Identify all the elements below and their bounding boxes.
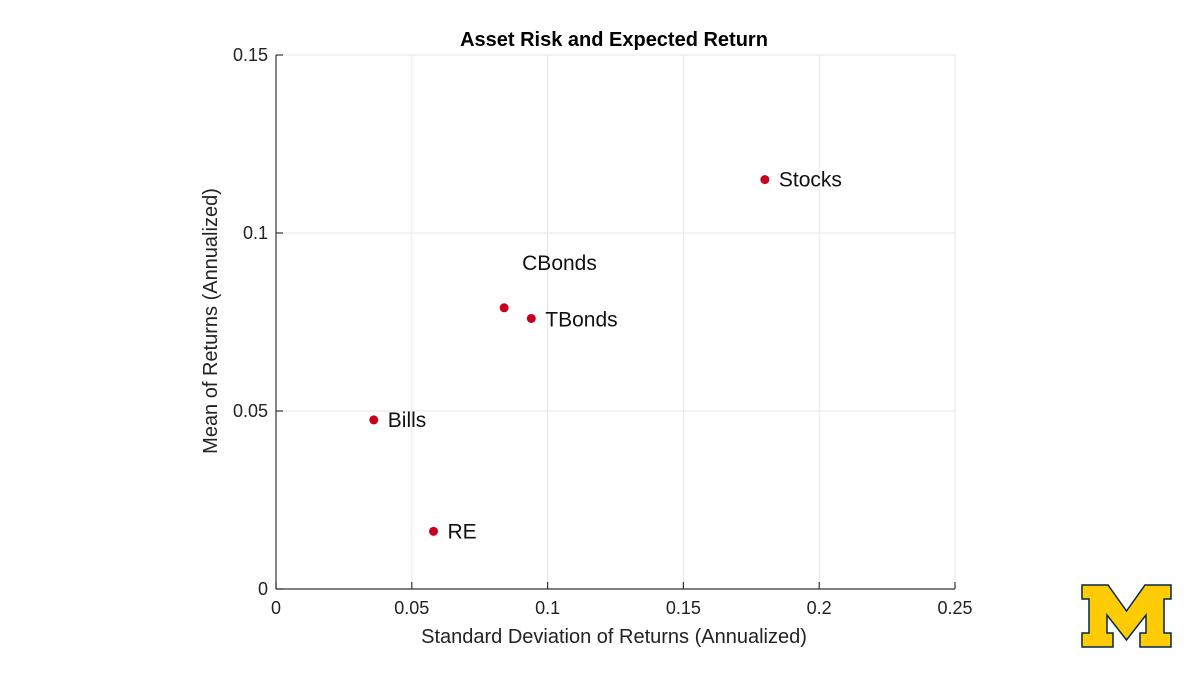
data-point-cbonds — [499, 303, 509, 313]
block-m-logo — [1081, 584, 1172, 648]
block-m-shape — [1081, 584, 1172, 648]
point-label-re: RE — [448, 520, 477, 543]
y-tick-label: 0 — [258, 579, 268, 599]
data-point-bills — [369, 415, 379, 425]
x-tick-label: 0.25 — [937, 598, 972, 618]
data-point-re — [429, 526, 439, 536]
axes — [275, 54, 956, 590]
point-label-tbonds: TBonds — [545, 308, 617, 331]
y-tick-label: 0.1 — [243, 223, 268, 243]
x-tick-label: 0.15 — [666, 598, 701, 618]
x-tick-label: 0 — [271, 598, 281, 618]
chart-title: Asset Risk and Expected Return — [460, 29, 768, 51]
x-tick-label: 0.1 — [535, 598, 560, 618]
point-label-stocks: Stocks — [779, 169, 842, 192]
point-label-bills: Bills — [388, 409, 427, 432]
x-tick-label: 0.05 — [394, 598, 429, 618]
grid-lines — [276, 54, 956, 589]
data-points: Stocks CBonds TBonds Bills RE — [369, 169, 842, 543]
point-label-cbonds: CBonds — [522, 252, 597, 275]
x-axis-label: Standard Deviation of Returns (Annualize… — [421, 626, 807, 648]
y-tick-label: 0.15 — [233, 45, 268, 65]
data-point-tbonds — [526, 313, 536, 323]
x-tick-label: 0.2 — [807, 598, 832, 618]
tick-labels: 0 0.05 0.1 0.15 0.2 0.25 0 0.05 0.1 0.15 — [233, 45, 973, 618]
y-tick-label: 0.05 — [233, 401, 268, 421]
data-point-stocks — [760, 175, 770, 185]
y-axis-label: Mean of Returns (Annualized) — [200, 188, 222, 454]
